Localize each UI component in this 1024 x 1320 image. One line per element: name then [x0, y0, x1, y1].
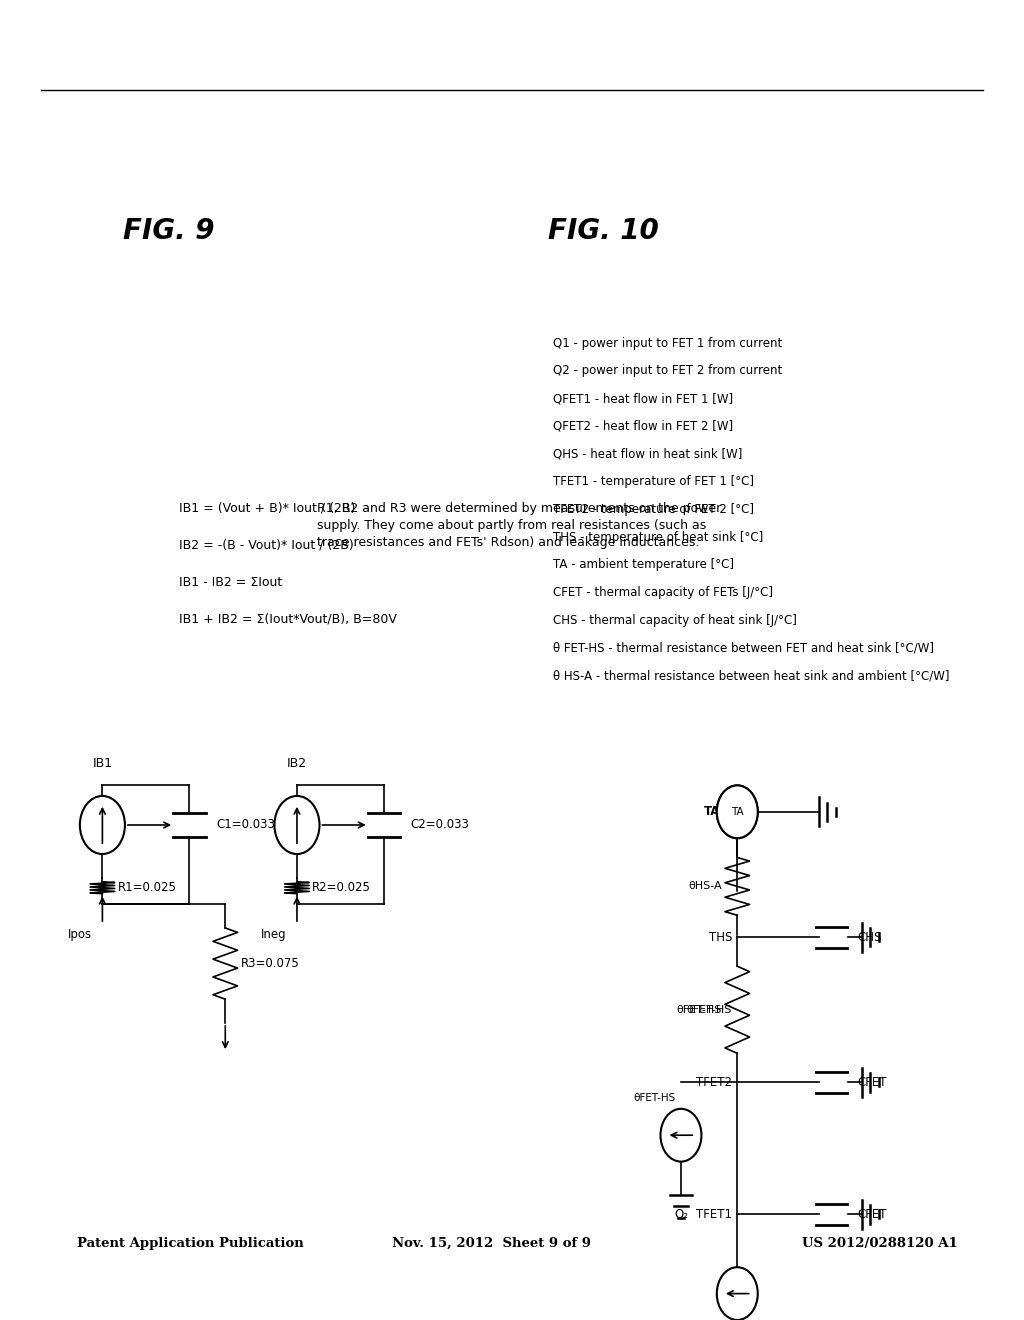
Text: IB2 = -(B - Vout)* Iout / (2B): IB2 = -(B - Vout)* Iout / (2B): [179, 539, 354, 552]
Text: R3=0.075: R3=0.075: [241, 957, 299, 970]
Text: US 2012/0288120 A1: US 2012/0288120 A1: [802, 1237, 957, 1250]
Text: THS - temperature of heat sink [°C]: THS - temperature of heat sink [°C]: [553, 531, 763, 544]
Text: θFET-HS: θFET-HS: [677, 1005, 722, 1015]
Text: IB1 + IB2 = Σ(Iout*Vout/B), B=80V: IB1 + IB2 = Σ(Iout*Vout/B), B=80V: [179, 612, 397, 626]
Text: R1, R2 and R3 were determined by measurements on the power
supply. They come abo: R1, R2 and R3 were determined by measure…: [317, 502, 722, 549]
Text: IB2: IB2: [287, 756, 307, 770]
Text: THS: THS: [709, 931, 732, 944]
Text: Ineg: Ineg: [261, 928, 287, 941]
Text: θ FET-HS - thermal resistance between FET and heat sink [°C/W]: θ FET-HS - thermal resistance between FE…: [553, 642, 934, 655]
Text: TFET1: TFET1: [696, 1208, 732, 1221]
Text: QFET2 - heat flow in FET 2 [W]: QFET2 - heat flow in FET 2 [W]: [553, 420, 733, 433]
Text: TFET1 - temperature of FET 1 [°C]: TFET1 - temperature of FET 1 [°C]: [553, 475, 754, 488]
Text: R2=0.025: R2=0.025: [312, 882, 371, 894]
Text: θFET-HS: θFET-HS: [687, 1005, 732, 1015]
Circle shape: [717, 785, 758, 838]
Text: CFET - thermal capacity of FETs [J/°C]: CFET - thermal capacity of FETs [J/°C]: [553, 586, 773, 599]
Text: CHS: CHS: [857, 931, 882, 944]
Text: C2=0.033: C2=0.033: [411, 818, 469, 832]
Text: Nov. 15, 2012  Sheet 9 of 9: Nov. 15, 2012 Sheet 9 of 9: [392, 1237, 591, 1250]
Text: IB1 = (Vout + B)* Iout / (2B): IB1 = (Vout + B)* Iout / (2B): [179, 502, 355, 515]
Text: QHS - heat flow in heat sink [W]: QHS - heat flow in heat sink [W]: [553, 447, 742, 461]
Text: TFET2 - temperature of FET 2 [°C]: TFET2 - temperature of FET 2 [°C]: [553, 503, 754, 516]
Text: TFET2: TFET2: [696, 1076, 732, 1089]
Text: C1=0.033: C1=0.033: [216, 818, 274, 832]
Text: IB1 - IB2 = ΣIout: IB1 - IB2 = ΣIout: [179, 576, 283, 589]
Text: Q1 - power input to FET 1 from current: Q1 - power input to FET 1 from current: [553, 337, 782, 350]
Text: FIG. 10: FIG. 10: [548, 216, 658, 246]
Text: Q2 - power input to FET 2 from current: Q2 - power input to FET 2 from current: [553, 364, 782, 378]
Text: CFET: CFET: [857, 1208, 887, 1221]
Text: θFET-HS: θFET-HS: [634, 1093, 676, 1104]
Text: θ HS-A - thermal resistance between heat sink and ambient [°C/W]: θ HS-A - thermal resistance between heat…: [553, 669, 949, 682]
Text: TA - ambient temperature [°C]: TA - ambient temperature [°C]: [553, 558, 734, 572]
Text: Q₂: Q₂: [674, 1208, 688, 1221]
Text: IB1: IB1: [92, 756, 113, 770]
Text: R1=0.025: R1=0.025: [118, 882, 176, 894]
Text: Ipos: Ipos: [68, 928, 92, 941]
Text: Patent Application Publication: Patent Application Publication: [77, 1237, 303, 1250]
Text: θHS-A: θHS-A: [688, 882, 722, 891]
Text: QFET1 - heat flow in FET 1 [W]: QFET1 - heat flow in FET 1 [W]: [553, 392, 733, 405]
Text: TA: TA: [703, 805, 720, 818]
Text: FIG. 9: FIG. 9: [123, 216, 214, 246]
Text: TA: TA: [731, 807, 743, 817]
Text: CHS - thermal capacity of heat sink [J/°C]: CHS - thermal capacity of heat sink [J/°…: [553, 614, 797, 627]
Text: CFET: CFET: [857, 1076, 887, 1089]
